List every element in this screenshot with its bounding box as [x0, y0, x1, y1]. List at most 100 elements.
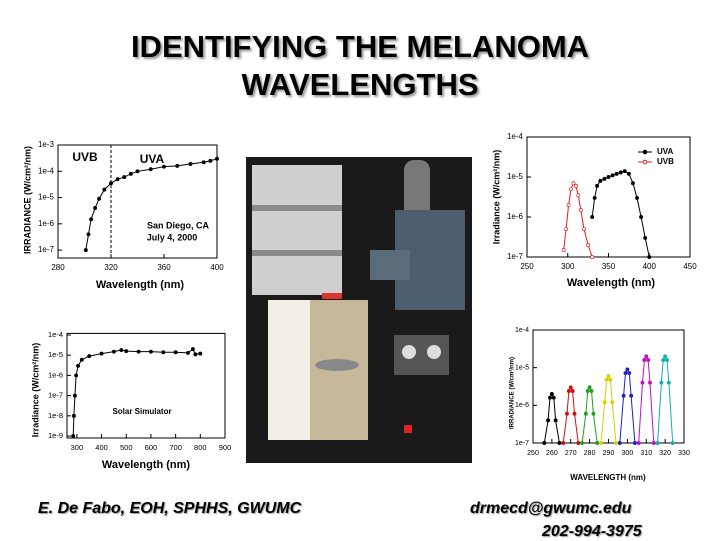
data-point: [655, 441, 660, 445]
data-point: [190, 347, 195, 352]
data-point: [578, 208, 583, 212]
data-point: [598, 178, 603, 183]
data-point: [161, 350, 166, 355]
y-tick-label: 1e-5: [38, 193, 55, 202]
series-line: [72, 348, 201, 437]
y-tick-label: 1e-5: [515, 365, 529, 372]
data-point: [115, 177, 120, 182]
data-point: [602, 176, 607, 181]
data-point: [659, 380, 664, 385]
data-point: [640, 380, 645, 385]
data-point: [71, 434, 76, 438]
data-point: [606, 175, 611, 179]
x-tick-label: 330: [678, 450, 690, 457]
data-point: [89, 217, 94, 222]
data-point: [553, 418, 558, 423]
data-point: [648, 380, 652, 385]
data-point: [589, 389, 594, 393]
y-tick-label: 1e-5: [48, 350, 63, 359]
data-point: [670, 441, 675, 445]
data-point: [602, 400, 607, 405]
series-line: [619, 368, 636, 444]
x-tick-label: 900: [219, 443, 232, 452]
data-point: [546, 418, 551, 423]
data-point: [606, 374, 611, 378]
footer-phone: 202-994-3975: [542, 523, 642, 540]
data-point: [587, 385, 592, 390]
x-tick-label: 350: [602, 262, 616, 271]
data-point: [651, 441, 656, 445]
y-axis-label: Irradiance (W/cm²/nm): [30, 343, 40, 438]
data-point: [618, 170, 623, 175]
annotation: July 4, 2000: [147, 232, 198, 242]
legend-label: UVA: [657, 147, 674, 156]
annotation: San Diego, CA: [147, 220, 210, 230]
series-line: [581, 386, 598, 444]
legend-marker: [642, 159, 648, 165]
x-tick-label: 270: [565, 450, 577, 457]
data-point: [632, 441, 637, 445]
data-point: [629, 393, 634, 398]
data-point: [580, 441, 585, 445]
data-point: [595, 183, 600, 188]
data-point: [561, 248, 566, 252]
data-point: [557, 441, 562, 445]
data-point: [83, 248, 88, 253]
x-tick-label: 500: [120, 443, 133, 452]
x-tick-label: 700: [169, 443, 182, 452]
data-point: [666, 380, 671, 385]
data-point: [590, 215, 595, 219]
x-tick-label: 400: [643, 262, 657, 271]
data-point: [86, 232, 91, 237]
x-tick-label: 300: [71, 443, 84, 452]
series-line: [543, 392, 560, 444]
data-point: [173, 350, 178, 355]
annotation: UVA: [140, 152, 165, 166]
y-tick-label: 1e-7: [48, 391, 63, 400]
x-tick-label: 600: [145, 443, 158, 452]
photo: [246, 157, 472, 463]
x-tick-label: 280: [584, 450, 596, 457]
data-point: [626, 171, 631, 176]
data-point: [193, 352, 198, 357]
data-point: [136, 349, 141, 354]
data-point: [592, 195, 597, 200]
data-point: [565, 411, 569, 416]
data-point: [548, 395, 552, 400]
data-point: [625, 367, 630, 372]
y-tick-label: 1e-6: [515, 402, 529, 409]
series-line: [591, 170, 650, 258]
data-point: [72, 393, 77, 398]
data-point: [576, 441, 581, 445]
y-tick-label: 1e-3: [38, 140, 55, 149]
data-point: [99, 351, 104, 356]
y-tick-label: 1e-4: [48, 330, 63, 339]
data-point: [566, 389, 571, 393]
y-tick-label: 1e-8: [48, 411, 63, 420]
y-tick-label: 1e-6: [48, 370, 63, 379]
data-point: [79, 357, 84, 362]
x-tick-label: 360: [157, 263, 171, 272]
data-point: [642, 358, 647, 362]
plot-frame: [66, 332, 226, 439]
data-point: [585, 389, 590, 393]
y-tick-label: 1e-7: [38, 245, 55, 254]
data-point: [635, 195, 639, 200]
data-point: [208, 158, 213, 163]
annotation: Solar Simulator: [112, 407, 171, 416]
slide-title: IDENTIFYING THE MELANOMA WAVELENGTHS: [130, 29, 590, 102]
y-tick-label: 1e-7: [507, 252, 524, 261]
data-point: [551, 395, 556, 400]
data-point: [643, 235, 648, 240]
data-point: [188, 161, 193, 166]
data-point: [647, 255, 652, 259]
data-point: [119, 348, 124, 352]
data-point: [582, 227, 587, 231]
data-point: [186, 350, 190, 355]
x-tick-label: 400: [95, 443, 108, 452]
x-tick-label: 260: [546, 450, 558, 457]
y-axis-label: IRRADIANCE (W/cm²/nm): [22, 146, 32, 254]
x-tick-label: 320: [659, 450, 671, 457]
y-tick-label: 1e-9: [48, 431, 63, 440]
data-point: [576, 193, 581, 198]
